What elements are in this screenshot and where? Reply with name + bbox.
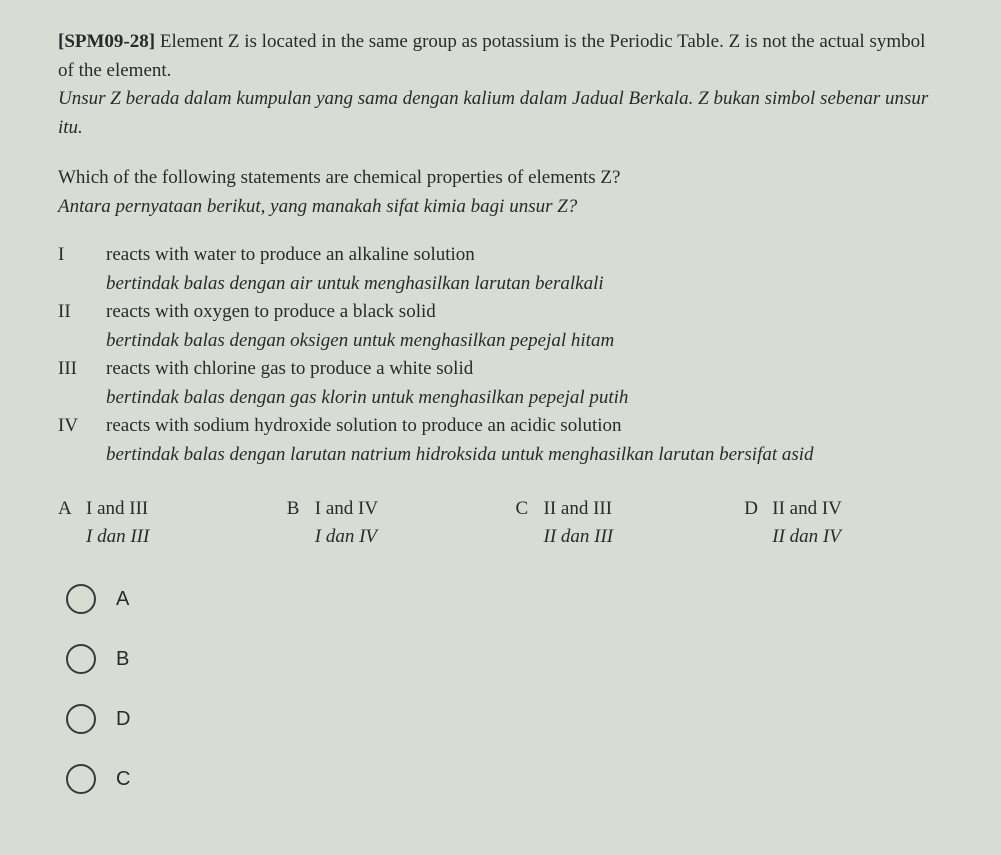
- radio-icon: [66, 764, 96, 794]
- answer-option-c[interactable]: C: [66, 764, 943, 794]
- choice-ms: I dan IV: [315, 523, 378, 551]
- answer-radio-group: A B D C: [58, 584, 943, 794]
- answer-label: C: [116, 768, 130, 791]
- choice-en: I and IV: [315, 495, 378, 523]
- choice-ms: I dan III: [86, 523, 149, 551]
- answer-label: A: [116, 588, 129, 611]
- choice-c: C II and III II dan III: [516, 495, 715, 550]
- statement-en: reacts with water to produce an alkaline…: [106, 244, 475, 265]
- question-text-en: Element Z is located in the same group a…: [58, 31, 925, 81]
- answer-choices-row: A I and III I dan III B I and IV I dan I…: [58, 495, 943, 550]
- statement-en: reacts with chlorine gas to produce a wh…: [106, 358, 473, 379]
- statement-text: reacts with oxygen to produce a black so…: [106, 298, 943, 355]
- statement-en: reacts with oxygen to produce a black so…: [106, 301, 436, 322]
- statement-ms: bertindak balas dengan oksigen untuk men…: [106, 330, 614, 351]
- answer-option-a[interactable]: A: [66, 584, 943, 614]
- statement-ms: bertindak balas dengan air untuk menghas…: [106, 273, 604, 294]
- question-code: [SPM09-28]: [58, 31, 155, 52]
- choice-letter: C: [516, 495, 534, 550]
- choice-a: A I and III I dan III: [58, 495, 257, 550]
- radio-icon: [66, 644, 96, 674]
- radio-icon: [66, 584, 96, 614]
- choice-en: II and III: [544, 495, 614, 523]
- choice-d: D II and IV II dan IV: [744, 495, 943, 550]
- answer-option-d[interactable]: D: [66, 704, 943, 734]
- answer-label: B: [116, 648, 129, 671]
- choice-letter: B: [287, 495, 305, 550]
- question-page: [SPM09-28] Element Z is located in the s…: [0, 0, 1001, 814]
- statement-ms: bertindak balas dengan gas klorin untuk …: [106, 387, 628, 408]
- answer-label: D: [116, 708, 130, 731]
- radio-icon: [66, 704, 96, 734]
- choice-en: II and IV: [772, 495, 842, 523]
- statement-text: reacts with sodium hydroxide solution to…: [106, 412, 943, 469]
- question-text-ms: Unsur Z berada dalam kumpulan yang sama …: [58, 88, 928, 138]
- choice-ms: II dan IV: [772, 523, 842, 551]
- statement-text: reacts with water to produce an alkaline…: [106, 241, 943, 298]
- subquestion-text-ms: Antara pernyataan berikut, yang manakah …: [58, 196, 577, 217]
- statement-text: reacts with chlorine gas to produce a wh…: [106, 355, 943, 412]
- choice-b: B I and IV I dan IV: [287, 495, 486, 550]
- choice-ms: II dan III: [544, 523, 614, 551]
- statement-number: I: [58, 241, 106, 298]
- statement-number: IV: [58, 412, 106, 469]
- choice-letter: A: [58, 495, 76, 550]
- statement-number: II: [58, 298, 106, 355]
- sub-question: Which of the following statements are ch…: [58, 164, 943, 221]
- statement-en: reacts with sodium hydroxide solution to…: [106, 415, 622, 436]
- subquestion-text-en: Which of the following statements are ch…: [58, 167, 620, 188]
- answer-option-b[interactable]: B: [66, 644, 943, 674]
- statement-ms: bertindak balas dengan larutan natrium h…: [106, 444, 814, 465]
- question-stem: [SPM09-28] Element Z is located in the s…: [58, 28, 943, 142]
- statement-number: III: [58, 355, 106, 412]
- statements-list: I reacts with water to produce an alkali…: [58, 241, 943, 469]
- choice-en: I and III: [86, 495, 149, 523]
- choice-letter: D: [744, 495, 762, 550]
